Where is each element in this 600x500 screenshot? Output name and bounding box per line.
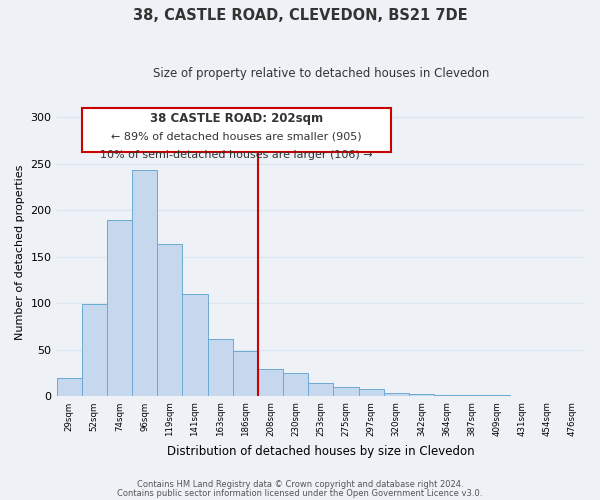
- Y-axis label: Number of detached properties: Number of detached properties: [15, 164, 25, 340]
- Bar: [182, 294, 208, 396]
- Bar: [308, 384, 334, 396]
- Bar: [283, 373, 308, 396]
- Bar: [359, 389, 383, 396]
- Bar: [233, 351, 258, 397]
- Bar: [258, 368, 283, 396]
- Bar: [484, 394, 509, 396]
- Bar: [82, 304, 107, 396]
- Text: ← 89% of detached houses are smaller (905): ← 89% of detached houses are smaller (90…: [111, 131, 362, 141]
- Text: Contains public sector information licensed under the Open Government Licence v3: Contains public sector information licen…: [118, 488, 482, 498]
- Text: Contains HM Land Registry data © Crown copyright and database right 2024.: Contains HM Land Registry data © Crown c…: [137, 480, 463, 489]
- Text: 38, CASTLE ROAD, CLEVEDON, BS21 7DE: 38, CASTLE ROAD, CLEVEDON, BS21 7DE: [133, 8, 467, 22]
- Bar: [334, 387, 359, 396]
- Text: 10% of semi-detached houses are larger (106) →: 10% of semi-detached houses are larger (…: [100, 150, 373, 160]
- X-axis label: Distribution of detached houses by size in Clevedon: Distribution of detached houses by size …: [167, 444, 475, 458]
- Bar: [157, 244, 182, 396]
- Text: 38 CASTLE ROAD: 202sqm: 38 CASTLE ROAD: 202sqm: [150, 112, 323, 126]
- FancyBboxPatch shape: [82, 108, 391, 152]
- Bar: [383, 392, 409, 396]
- Title: Size of property relative to detached houses in Clevedon: Size of property relative to detached ho…: [152, 68, 489, 80]
- Bar: [459, 394, 484, 396]
- Bar: [409, 394, 434, 396]
- Bar: [434, 394, 459, 396]
- Bar: [208, 339, 233, 396]
- Bar: [56, 378, 82, 396]
- Bar: [132, 170, 157, 396]
- Bar: [107, 220, 132, 396]
